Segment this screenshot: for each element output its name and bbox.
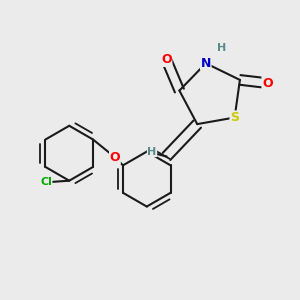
Text: N: N: [201, 57, 211, 70]
Text: O: O: [161, 53, 172, 66]
Text: H: H: [147, 147, 157, 157]
Text: O: O: [262, 76, 273, 90]
Text: Cl: Cl: [40, 177, 52, 187]
Text: H: H: [217, 43, 226, 53]
Text: S: S: [230, 111, 239, 124]
Text: O: O: [110, 151, 120, 164]
